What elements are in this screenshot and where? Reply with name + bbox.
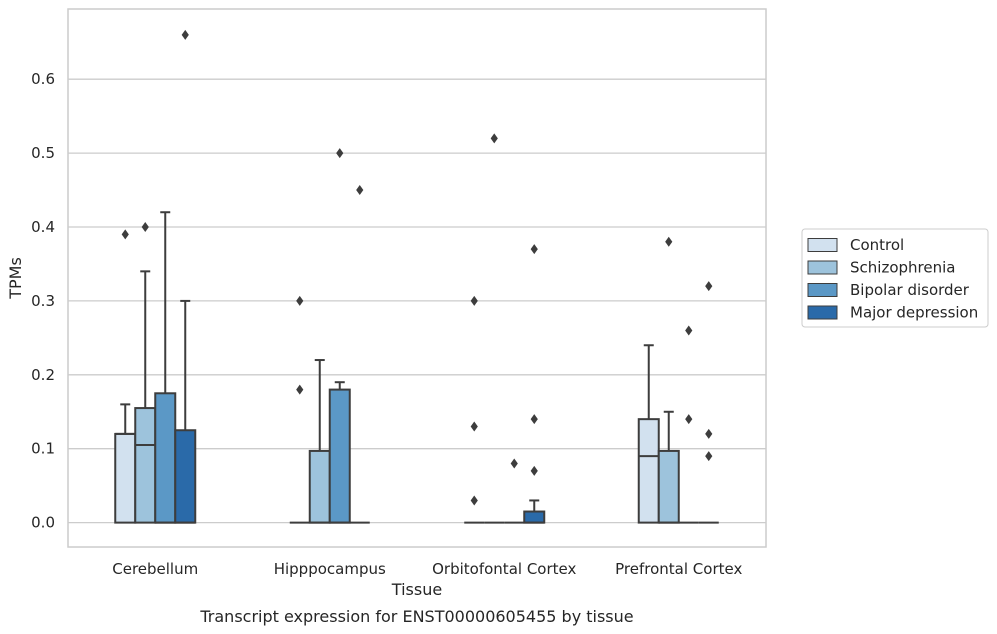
- outlier-marker: [490, 133, 498, 144]
- y-tick-label: 0.0: [31, 514, 55, 532]
- box-1-2: [328, 148, 351, 524]
- y-tick-label: 0.1: [31, 440, 55, 458]
- legend-label: Major depression: [850, 304, 978, 322]
- y-axis-label: TPMs: [6, 257, 25, 300]
- x-tick-labels: Cerebellum Hipppocampus Orbitofontal Corte…: [112, 560, 742, 578]
- outlier-marker: [470, 295, 478, 306]
- outlier-marker: [530, 244, 538, 255]
- x-tick-label: Prefrontal Cortex: [615, 560, 742, 578]
- box-2-0: [464, 295, 485, 524]
- outlier-marker: [685, 325, 693, 336]
- box-0-3: [174, 29, 197, 524]
- outlier-marker: [336, 148, 344, 159]
- outlier-marker: [685, 414, 693, 425]
- outlier-marker: [530, 414, 538, 425]
- box-body: [328, 388, 351, 524]
- box-body: [174, 429, 197, 524]
- outlier-marker: [356, 185, 364, 196]
- box-groups: [114, 29, 719, 524]
- box-3-3: [698, 281, 719, 524]
- legend-swatch: [807, 260, 838, 275]
- outlier-marker: [705, 451, 713, 462]
- box-body: [114, 432, 137, 524]
- outlier-marker: [121, 229, 129, 240]
- legend: Control Schizophrenia Bipolar disorder Majo…: [801, 228, 989, 328]
- figure-caption: Transcript expression for ENST0000060545…: [199, 607, 633, 626]
- y-tick-label: 0.5: [31, 144, 55, 162]
- legend-frame: [801, 228, 989, 328]
- plot-frame: [67, 8, 767, 548]
- legend-swatch: [807, 238, 838, 252]
- box-body: [637, 418, 660, 524]
- outlier-marker: [705, 281, 713, 292]
- box-body: [154, 392, 177, 524]
- box-1-3: [349, 185, 370, 524]
- box-0-0: [114, 229, 137, 524]
- outlier-marker: [470, 495, 478, 506]
- legend-swatch: [807, 305, 838, 320]
- outlier-marker: [665, 236, 673, 247]
- y-tick-label: 0.4: [31, 218, 55, 236]
- outlier-marker: [181, 29, 189, 40]
- box-body: [523, 510, 546, 524]
- y-tick-label: 0.6: [31, 70, 55, 88]
- x-tick-label: Cerebellum: [112, 560, 198, 578]
- outlier-marker: [470, 421, 478, 432]
- legend-label: Control: [850, 236, 904, 254]
- outlier-marker: [296, 384, 304, 395]
- y-tick-labels: 0.0 0.1 0.2 0.3 0.4 0.5 0.6: [31, 70, 55, 531]
- outlier-marker: [705, 428, 713, 439]
- box-3-2: [678, 325, 699, 524]
- box-2-3: [523, 244, 546, 524]
- x-tick-label: Orbitofontal Cortex: [432, 560, 576, 578]
- legend-label: Bipolar disorder: [850, 281, 970, 299]
- box-body: [308, 449, 331, 524]
- outlier-marker: [510, 458, 518, 469]
- box-2-1: [484, 133, 505, 524]
- legend-swatch: [807, 283, 838, 297]
- box-3-1: [657, 236, 680, 524]
- x-tick-label: Hipppocampus: [274, 560, 386, 578]
- y-tick-label: 0.2: [31, 366, 55, 384]
- box-body: [134, 407, 157, 524]
- box-body: [657, 449, 680, 524]
- outlier-marker: [141, 222, 149, 233]
- legend-label: Schizophrenia: [850, 259, 955, 277]
- box-1-0: [289, 295, 310, 524]
- outlier-marker: [530, 465, 538, 476]
- y-tick-label: 0.3: [31, 292, 55, 310]
- x-axis-label: Tissue: [391, 580, 442, 599]
- outlier-marker: [296, 295, 304, 306]
- box-2-2: [504, 458, 525, 524]
